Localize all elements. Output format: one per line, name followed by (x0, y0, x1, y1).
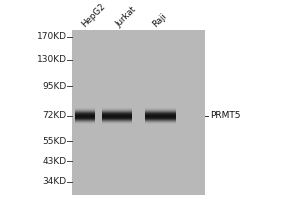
Bar (75, 109, 95, 111)
Bar (102, 115, 132, 117)
Bar (146, 108, 176, 110)
Text: Raji: Raji (151, 12, 169, 29)
Text: 43KD: 43KD (42, 157, 67, 166)
Bar (75, 121, 95, 124)
Bar (102, 113, 132, 115)
Bar (102, 111, 132, 113)
Bar (102, 119, 132, 122)
Text: Jurkat: Jurkat (114, 5, 138, 29)
Bar (146, 109, 176, 111)
Bar (75, 115, 95, 118)
Bar (75, 119, 95, 122)
Bar (102, 118, 132, 121)
Text: 130KD: 130KD (37, 55, 67, 64)
Text: 34KD: 34KD (42, 177, 67, 186)
Bar (146, 121, 176, 124)
Bar (75, 118, 95, 121)
Bar (75, 108, 95, 110)
Bar (146, 110, 176, 112)
Text: 72KD: 72KD (42, 111, 67, 120)
Bar (72, 30, 205, 195)
Text: 55KD: 55KD (42, 137, 67, 146)
Bar (75, 111, 95, 113)
Text: PRMT5: PRMT5 (210, 111, 240, 120)
Bar (75, 115, 95, 117)
Text: HepG2: HepG2 (80, 2, 107, 29)
Bar (146, 111, 176, 113)
Bar (146, 112, 176, 114)
Text: 170KD: 170KD (37, 32, 67, 41)
Bar (102, 120, 132, 123)
Bar (75, 120, 95, 123)
Bar (102, 108, 132, 110)
Bar (75, 113, 95, 115)
Bar (75, 116, 95, 119)
Bar (102, 109, 132, 111)
Bar (102, 121, 132, 124)
Bar (102, 115, 132, 118)
Bar (102, 117, 132, 120)
Bar (146, 119, 176, 122)
Bar (146, 120, 176, 123)
Bar (146, 117, 176, 120)
Bar (102, 116, 132, 119)
Bar (75, 110, 95, 112)
Bar (102, 112, 132, 114)
Bar (146, 114, 176, 116)
Bar (146, 115, 176, 117)
Text: 95KD: 95KD (42, 82, 67, 91)
Bar (146, 113, 176, 115)
Bar (146, 115, 176, 118)
Bar (75, 112, 95, 114)
Bar (75, 117, 95, 120)
Bar (146, 118, 176, 121)
Bar (102, 114, 132, 116)
Bar (102, 110, 132, 112)
Bar (146, 116, 176, 119)
Bar (75, 114, 95, 116)
